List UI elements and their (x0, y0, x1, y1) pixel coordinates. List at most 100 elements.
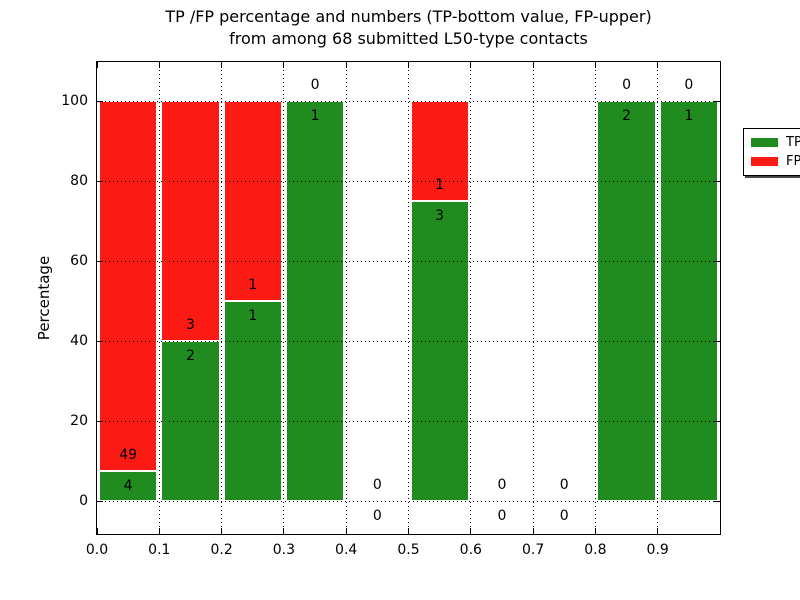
bar-fp-count-label: 49 (119, 447, 138, 463)
bar-segment-fp (99, 101, 158, 471)
bar-segment-fp (223, 101, 282, 301)
bar-tp-count-label: 3 (435, 208, 445, 224)
gridline-v (408, 62, 409, 534)
x-tick-label: 0.4 (335, 542, 358, 558)
bar-fp-count-label: 0 (310, 77, 320, 93)
bar-fp-count-label: 0 (559, 477, 569, 493)
legend-label-tp: TP (786, 135, 800, 151)
y-tick-label: 20 (70, 413, 88, 429)
gridline-v (345, 62, 347, 534)
y-tick (714, 500, 720, 502)
legend-swatch-fp-icon (751, 156, 778, 166)
x-tick-label: 0.3 (272, 542, 296, 558)
bar-tp-count-label: 2 (185, 348, 195, 364)
x-tick (408, 62, 409, 68)
bar-tp-count-label: 1 (684, 108, 694, 124)
x-tick (345, 528, 347, 534)
x-tick (408, 528, 409, 534)
chart-title-line2: from among 68 submitted L50-type contact… (229, 29, 588, 48)
y-tick-label: 100 (61, 93, 88, 109)
y-axis-label: Percentage (35, 255, 53, 341)
bar-segment-tp (223, 301, 282, 501)
y-tick (97, 500, 103, 502)
x-tick-label: 0.2 (210, 542, 233, 558)
gridline-v (532, 62, 534, 534)
y-tick-label: 0 (79, 493, 88, 509)
legend: TP FP (743, 128, 800, 176)
legend-label-fp: FP (786, 153, 800, 169)
gridline-v (470, 62, 472, 534)
bar-fp-count-label: 1 (435, 177, 445, 193)
x-tick (96, 62, 98, 68)
x-tick (532, 528, 534, 534)
bar-segment-tp (597, 101, 656, 501)
bar-fp-count-label: 3 (185, 317, 195, 333)
x-tick (96, 528, 98, 534)
y-tick (97, 260, 103, 262)
bar-segment-fp (410, 101, 469, 201)
x-tick-label: 0.7 (521, 542, 545, 558)
bar-segment-tp (285, 101, 345, 501)
y-tick (714, 340, 720, 342)
y-tick-label: 80 (70, 173, 88, 189)
y-tick (714, 420, 720, 422)
y-tick (714, 100, 720, 102)
bar-segment-fp (161, 101, 220, 341)
x-tick (221, 528, 223, 534)
bar-tp-count-label: 1 (248, 308, 258, 324)
bar-tp-count-label: 1 (310, 108, 320, 124)
bar-fp-count-label: 0 (684, 77, 694, 93)
bar-fp-count-label: 0 (372, 477, 382, 493)
bar-fp-count-label: 0 (497, 477, 507, 493)
x-tick (594, 62, 596, 68)
legend-swatch-tp-icon (751, 138, 778, 148)
legend-entry-fp: FP (751, 155, 800, 168)
plot-area: Predicted probability Percentage TP FP 4… (35, 61, 800, 558)
bar-fp-count-label: 0 (622, 77, 632, 93)
x-tick-label: 0.1 (148, 542, 171, 558)
bar-segment-tp (659, 101, 718, 501)
y-tick (97, 340, 103, 342)
gridline-v (283, 62, 285, 534)
x-tick-label: 0.9 (646, 542, 669, 558)
x-tick (594, 528, 596, 534)
x-tick (345, 62, 347, 68)
x-tick-label: 0.8 (584, 542, 607, 558)
x-tick (221, 62, 223, 68)
x-tick (532, 62, 534, 68)
legend-entry-tp: TP (751, 136, 800, 149)
x-tick (158, 62, 160, 68)
bar-tp-count-label: 0 (497, 508, 507, 524)
x-tick-label: 0.5 (397, 542, 420, 558)
bar-tp-count-label: 0 (559, 508, 569, 524)
y-tick (714, 180, 720, 182)
gridline-v (594, 62, 596, 534)
bar-segment-tp (410, 201, 469, 501)
x-tick-label: 0.6 (459, 542, 482, 558)
x-tick (470, 62, 472, 68)
y-tick (97, 100, 103, 102)
y-tick (97, 180, 103, 182)
y-tick (714, 260, 720, 262)
gridline-v (221, 62, 223, 534)
y-tick (97, 420, 103, 422)
bar-tp-count-label: 2 (622, 108, 632, 124)
x-tick (283, 528, 285, 534)
x-tick (657, 62, 659, 68)
gridline-v (158, 62, 160, 534)
x-tick-label: 0.0 (85, 542, 109, 558)
bar-segment-tp (99, 471, 158, 501)
x-tick (470, 528, 472, 534)
bar-fp-count-label: 1 (248, 277, 258, 293)
gridline-v (657, 62, 659, 534)
chart-title: TP /FP percentage and numbers (TP-bottom… (97, 6, 720, 50)
x-tick (283, 62, 285, 68)
bar-tp-count-label: 4 (123, 478, 133, 494)
x-tick (657, 528, 659, 534)
y-tick-label: 40 (70, 333, 88, 349)
bar-tp-count-label: 0 (372, 508, 382, 524)
x-tick (158, 528, 160, 534)
chart-title-line1: TP /FP percentage and numbers (TP-bottom… (165, 7, 652, 26)
y-tick-label: 60 (70, 253, 88, 269)
